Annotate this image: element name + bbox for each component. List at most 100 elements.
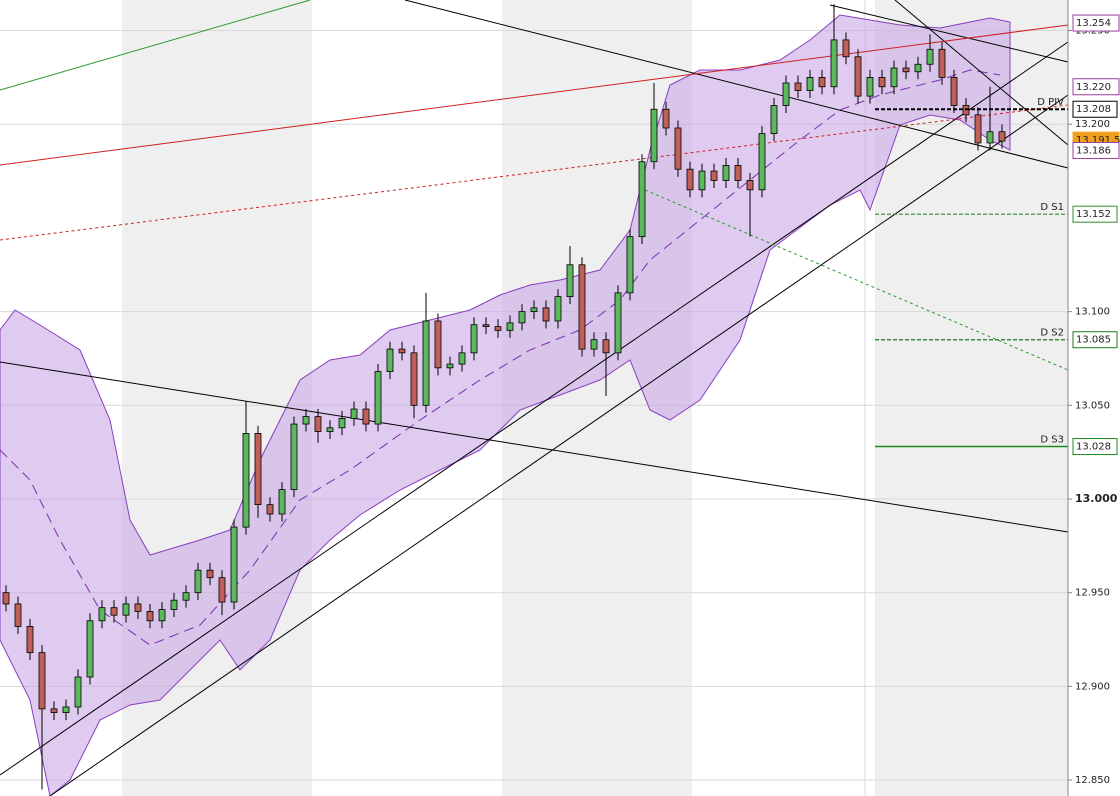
candle-body <box>710 170 718 181</box>
candle-body <box>266 504 274 515</box>
y-tick-label: 13.200 <box>1075 119 1110 130</box>
candle-body <box>854 56 862 97</box>
candle-body <box>794 82 802 91</box>
candle-body <box>530 307 538 313</box>
candle-body <box>74 676 82 708</box>
y-tick-label: 12.950 <box>1075 588 1110 599</box>
candle-body <box>326 427 334 432</box>
candle-body <box>146 611 154 622</box>
candle-body <box>362 408 370 425</box>
candle-body <box>782 82 790 106</box>
candle-body <box>290 423 298 491</box>
candle-body <box>86 620 94 678</box>
candle-body <box>350 408 358 419</box>
candle-body <box>758 133 766 191</box>
candle-body <box>38 652 46 710</box>
candle-body <box>914 63 922 73</box>
y-tick-label: 12.900 <box>1075 681 1110 692</box>
price-tag-label: 13.208 <box>1076 104 1111 115</box>
candle-body <box>242 433 250 528</box>
pivot-name: D S3 <box>1040 435 1064 446</box>
candle-body <box>998 131 1006 142</box>
candle-body <box>770 105 778 135</box>
candle-body <box>686 168 694 191</box>
candle-body <box>506 322 514 331</box>
price-tag-label: 13.028 <box>1076 442 1111 453</box>
candle-body <box>614 292 622 354</box>
candle-body <box>842 39 850 58</box>
session-shading <box>122 0 1068 796</box>
candle-body <box>422 320 430 406</box>
price-tag-label: 13.254 <box>1076 18 1111 29</box>
candle-body <box>818 76 826 88</box>
candle-body <box>446 363 454 369</box>
candle-body <box>578 264 586 350</box>
pivot-name: D S1 <box>1040 202 1064 213</box>
candle-body <box>194 569 202 594</box>
candle-body <box>926 48 934 65</box>
price-tag <box>1072 438 1118 456</box>
price-tag <box>1072 78 1120 96</box>
candle-body <box>590 339 598 350</box>
candle-body <box>890 67 898 88</box>
candle-body <box>26 626 34 654</box>
candle-body <box>950 76 958 106</box>
price-tag <box>1072 205 1118 223</box>
candle-body <box>626 236 634 294</box>
price-tag-label: 13.186 <box>1076 145 1111 156</box>
candle-body <box>302 416 310 425</box>
candle-body <box>134 603 142 612</box>
candle-body <box>14 603 22 627</box>
bollinger-band <box>0 14 1011 796</box>
candle-body <box>230 526 238 603</box>
candle-body <box>698 170 706 191</box>
candle-body <box>254 433 262 506</box>
candle-body <box>434 320 442 369</box>
candle-body <box>866 76 874 97</box>
candle-body <box>734 165 742 181</box>
candle-body <box>902 67 910 73</box>
candle-body <box>278 489 286 515</box>
candle-body <box>638 161 646 238</box>
candle-body <box>338 418 346 429</box>
y-tick-label: 13.050 <box>1075 400 1110 411</box>
price-tag-label: 13.152 <box>1076 209 1111 220</box>
candle-body <box>878 76 886 88</box>
candle-body <box>50 708 58 714</box>
bollinger-mid <box>0 69 1001 646</box>
price-tag <box>1072 331 1118 349</box>
candle-body <box>554 296 562 322</box>
candle-body <box>2 592 10 605</box>
price-tag-label: 13.220 <box>1076 82 1111 93</box>
price-tag-label: 13.191,5 <box>1076 135 1120 146</box>
candle-body <box>398 348 406 354</box>
candle-body <box>938 48 946 78</box>
candle-body <box>110 607 118 616</box>
pivot-name: D S2 <box>1040 328 1064 339</box>
candle-body <box>602 339 610 354</box>
candle-body <box>974 114 982 144</box>
candle-body <box>170 599 178 610</box>
candle-body <box>410 352 418 406</box>
overlay: 12.850 12.900 12.950 13.000 13.050 13.100 13.2… <box>875 14 1120 786</box>
y-tick-label: 13.000 <box>1075 492 1118 505</box>
candle-body <box>122 603 130 616</box>
candle-body <box>482 324 490 328</box>
price-tag-label: 13.085 <box>1076 335 1111 346</box>
candle-body <box>494 326 502 331</box>
candle-body <box>458 352 466 365</box>
candle-body <box>986 131 994 144</box>
candle-body <box>542 307 550 322</box>
candle-body <box>830 39 838 88</box>
candle-body <box>218 577 226 603</box>
candle-body <box>806 76 814 91</box>
pivot-name: D PIV <box>1037 97 1064 108</box>
candle-body <box>314 416 322 432</box>
candle-body <box>674 127 682 170</box>
candle-body <box>746 180 754 191</box>
price-tag <box>1072 100 1118 118</box>
trend-lines <box>0 0 1069 796</box>
candle-body <box>182 592 190 601</box>
y-tick-label: 13.100 <box>1075 307 1110 318</box>
